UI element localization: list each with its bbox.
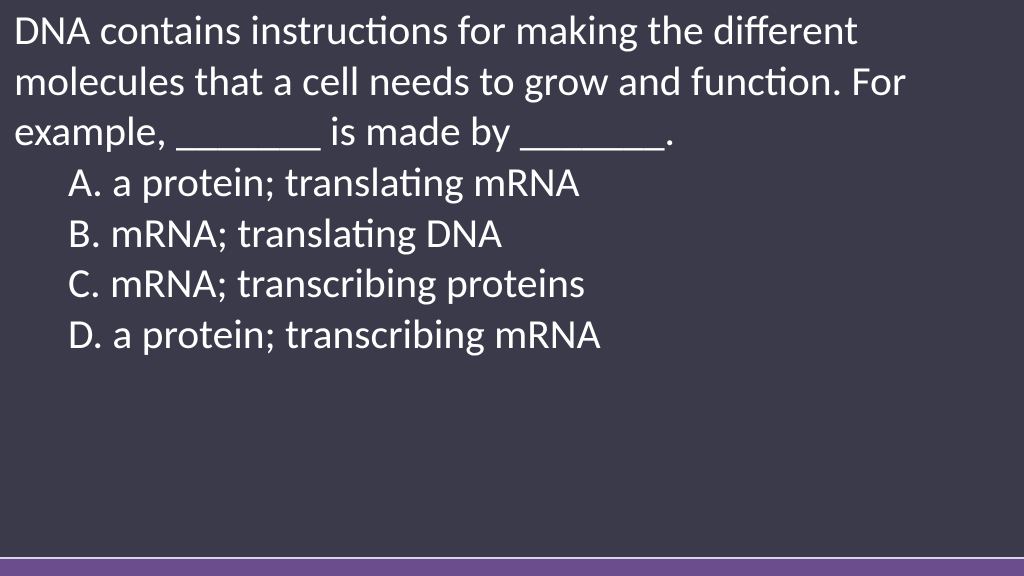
option-c: C. mRNA; transcribing proteins [68,259,984,310]
footer-bar [0,557,1024,576]
option-a: A. a protein; translating mRNA [68,158,984,209]
question-text: DNA contains instructions for making the… [14,6,984,158]
slide-content: DNA contains instructions for making the… [14,6,984,360]
option-b: B. mRNA; translating DNA [68,209,984,260]
options-list: A. a protein; translating mRNA B. mRNA; … [14,158,984,361]
slide: DNA contains instructions for making the… [0,0,1024,576]
option-d: D. a protein; transcribing mRNA [68,310,984,361]
